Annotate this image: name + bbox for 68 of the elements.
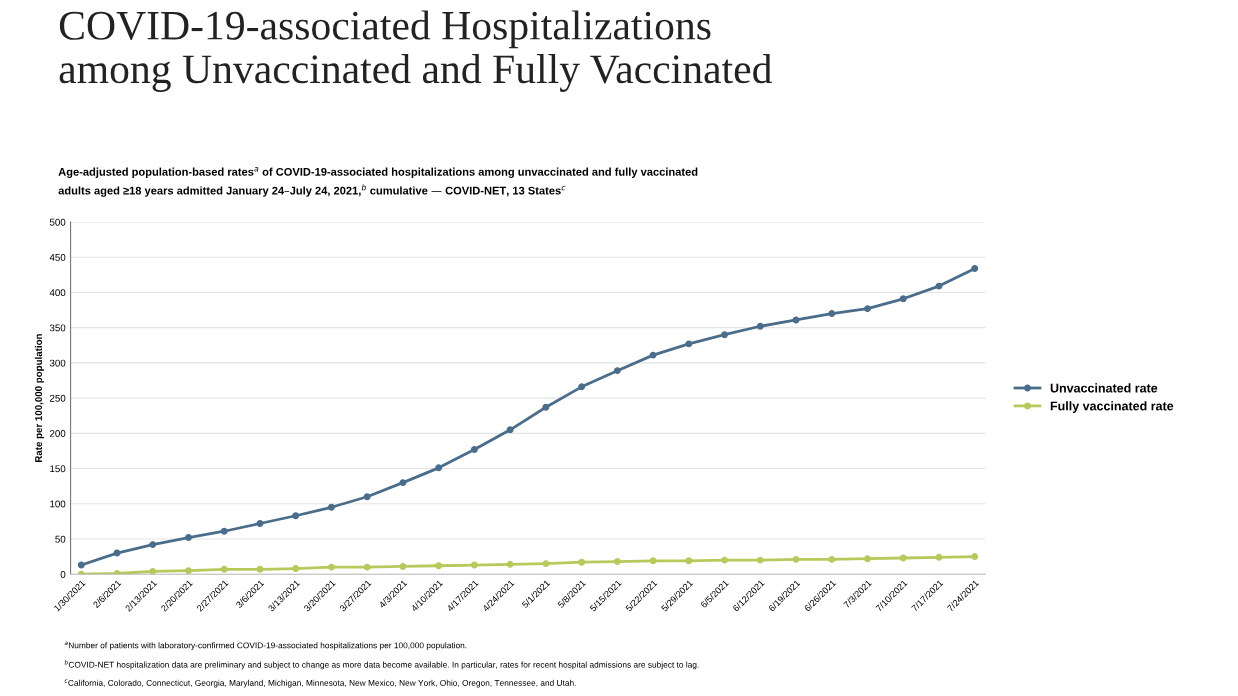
y-tick-label: 250 xyxy=(49,394,66,402)
point xyxy=(721,556,729,564)
y-tick-label: 50 xyxy=(55,535,66,543)
text: $^{b}$COVID-NET hospitalization data are preliminary and subject to change as more data become available. In particular, rates for recent hospital admissions are subject to lag. xyxy=(64,659,699,670)
y-tick-label: 500 xyxy=(49,218,66,226)
chart-subtitle: Age-adjusted population-based rates$^{a}$ of COVID-19-associated hospitalizations among unvaccinated and fully vaccinated adults aged ≥18 years admitted January 24–July 24, 2021,$^{b}$ cumulative — COVID-NET, 13 States$^{c}$ xyxy=(58,167,698,197)
point xyxy=(327,563,335,571)
point xyxy=(470,446,478,454)
point xyxy=(256,520,264,527)
point xyxy=(899,554,907,562)
point xyxy=(363,493,371,501)
point xyxy=(971,265,979,272)
point xyxy=(828,310,836,318)
y-tick-label: 150 xyxy=(50,465,66,473)
point xyxy=(792,316,800,324)
point xyxy=(578,558,586,566)
point xyxy=(435,464,443,472)
y-tick-label: 400 xyxy=(49,289,66,297)
point xyxy=(613,367,621,375)
legend-label: Fully vaccinated rate xyxy=(1050,401,1174,413)
point xyxy=(399,479,407,487)
point xyxy=(542,403,550,411)
point xyxy=(327,503,335,511)
chart-title: COVID-19-associated Hospitalizations among Unvaccinated and Fully Vaccinated xyxy=(59,10,772,92)
point xyxy=(399,562,407,570)
point xyxy=(899,295,907,303)
y-tick-label: 0 xyxy=(60,570,66,578)
y-tick-label: 350 xyxy=(49,324,66,332)
point xyxy=(77,561,85,569)
point xyxy=(220,565,228,573)
point xyxy=(935,282,943,290)
legend-label: Unvaccinated rate xyxy=(1050,383,1158,393)
point xyxy=(292,565,300,573)
point xyxy=(649,351,657,359)
y-tick-label: 200 xyxy=(49,430,66,437)
point xyxy=(435,562,443,570)
point xyxy=(578,383,586,391)
point xyxy=(149,541,157,549)
point xyxy=(864,305,871,313)
point xyxy=(685,557,693,565)
text: $^{a}$Number of patients with laboratory-confirmed COVID-19-associated hospitalizations per 100,000 population. xyxy=(64,641,467,650)
point xyxy=(756,322,764,330)
point xyxy=(292,512,300,520)
point xyxy=(506,560,514,568)
point xyxy=(649,557,657,565)
y-axis-title: Rate per 100,000 population xyxy=(34,334,44,463)
point xyxy=(470,561,478,569)
point xyxy=(506,426,514,434)
text: $^{c}$California, Colorado, Connecticut, Georgia, Maryland, Michigan, Minnesota, New Mexico, New York, Ohio, Oregon, Tennessee, and Utah. xyxy=(64,679,576,688)
point xyxy=(721,331,729,339)
y-tick-label: 100 xyxy=(50,500,66,508)
y-tick-label: 450 xyxy=(49,253,66,261)
point xyxy=(685,340,693,348)
point xyxy=(363,563,371,571)
point xyxy=(756,556,764,564)
point xyxy=(792,555,800,563)
point xyxy=(971,553,979,561)
point xyxy=(256,565,264,573)
point xyxy=(613,558,621,565)
point xyxy=(185,534,192,542)
y-tick-label: 300 xyxy=(49,359,66,367)
point xyxy=(220,527,228,535)
point xyxy=(935,553,943,561)
point xyxy=(149,567,157,575)
point xyxy=(542,560,550,568)
point xyxy=(828,555,836,563)
point xyxy=(864,555,871,563)
point xyxy=(185,567,192,575)
